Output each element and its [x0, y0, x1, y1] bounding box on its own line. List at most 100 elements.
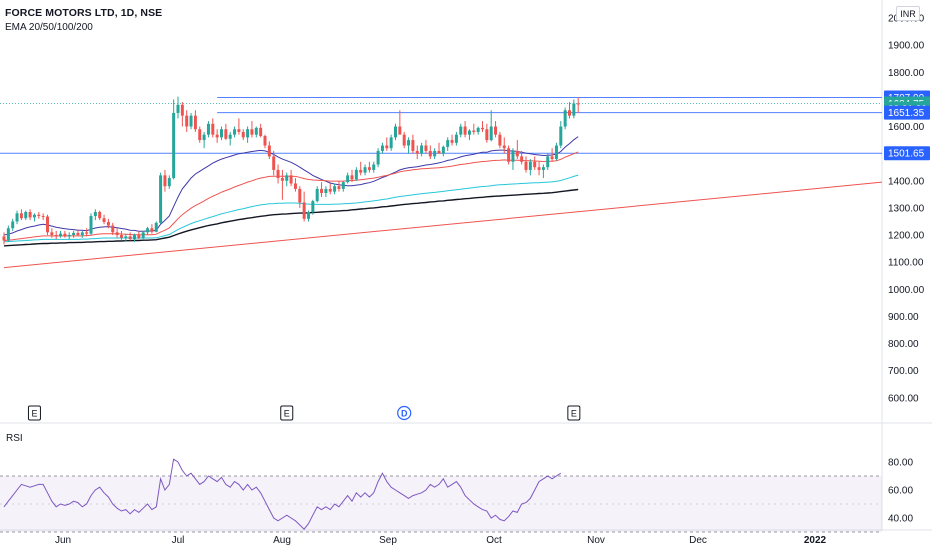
candle-body	[193, 115, 197, 130]
candle-body	[324, 188, 328, 193]
candle-body	[63, 233, 67, 237]
candle-body	[446, 140, 450, 147]
candle-body	[124, 236, 128, 238]
time-tick-label: Aug	[273, 535, 291, 546]
candle-body	[137, 235, 141, 238]
candle-body	[220, 129, 223, 138]
candle-body	[533, 161, 537, 168]
ema-line-ema200	[3, 188, 579, 247]
candle-body	[263, 136, 267, 146]
candle-body	[228, 134, 232, 139]
event-marker[interactable]: E	[27, 405, 41, 421]
dividend-marker-label: D	[401, 409, 408, 419]
price-tick-label: 1600.00	[888, 122, 925, 133]
candle-body	[54, 235, 58, 237]
dividend-marker-circle	[397, 405, 412, 421]
rsi-line	[3, 458, 562, 530]
candle-body	[524, 161, 528, 170]
candle-body	[267, 145, 271, 157]
candle-body	[211, 123, 215, 135]
candle-body	[76, 232, 80, 236]
candle-body	[72, 232, 76, 236]
candle-body	[98, 211, 102, 219]
candle-body	[80, 232, 84, 236]
candle-body	[367, 167, 371, 170]
candle-body	[320, 188, 324, 193]
candle-body	[24, 211, 28, 219]
rsi-label[interactable]: RSI	[6, 433, 23, 444]
price-axis: 2000.001900.001800.001700.001600.001500.…	[888, 14, 925, 405]
price-tick-label: 1400.00	[888, 176, 925, 187]
event-marker[interactable]: D	[397, 405, 412, 421]
candle-body	[224, 129, 228, 139]
candle-body	[502, 145, 506, 149]
price-tick-label: 1000.00	[888, 285, 925, 296]
candle-body	[293, 183, 297, 189]
candle-body	[394, 126, 397, 138]
candle-body	[546, 156, 550, 168]
candle-body	[428, 150, 432, 157]
candle-body	[441, 146, 445, 154]
candle-body	[350, 175, 354, 180]
candle-body	[15, 213, 19, 222]
event-marker[interactable]: E	[280, 405, 294, 421]
candle-body	[102, 218, 106, 223]
price-tick-label: 1300.00	[888, 203, 925, 214]
candle-body	[341, 182, 345, 189]
candle-body	[494, 126, 498, 135]
candle-body	[463, 126, 467, 135]
candle-body	[302, 202, 306, 219]
candle-body	[67, 235, 71, 237]
candle-body	[450, 140, 454, 143]
candle-body	[2, 236, 6, 241]
candle-body	[154, 222, 158, 232]
candle-body	[528, 161, 532, 170]
symbol-title[interactable]: FORCE MOTORS LTD, 1D, NSE	[5, 7, 163, 19]
ema-line-ema20	[3, 136, 579, 236]
candle-body	[420, 145, 424, 154]
candle-body	[407, 140, 411, 146]
candle-body	[89, 216, 93, 234]
candle-body	[233, 129, 237, 135]
price-tick-label: 1100.00	[888, 258, 924, 269]
candle-body	[563, 110, 567, 127]
candle-body	[41, 216, 45, 218]
earnings-marker-box	[567, 405, 581, 421]
candle-body	[246, 129, 250, 138]
price-tick-label: 800.00	[888, 339, 919, 350]
candle-body	[520, 156, 524, 162]
candle-body	[433, 150, 437, 157]
rsi-tick-label: 80.00	[888, 458, 913, 469]
candle-body	[311, 201, 315, 212]
candle-body	[568, 110, 571, 116]
time-tick-label: Oct	[486, 535, 502, 546]
candle-body	[189, 115, 193, 127]
indicator-legend[interactable]: EMA 20/50/100/200	[5, 22, 93, 33]
candle-body	[32, 214, 36, 218]
candle-body	[206, 123, 210, 135]
candle-body	[472, 130, 476, 132]
candle-body	[172, 112, 176, 179]
candle-body	[150, 228, 154, 232]
ema-line-ema100	[3, 174, 579, 243]
candle-body	[180, 104, 184, 116]
symbol-legend: FORCE MOTORS LTD, 1D, NSE EMA 20/50/100/…	[5, 7, 162, 34]
candle-body	[476, 127, 480, 132]
candle-body	[115, 232, 119, 236]
earnings-marker-label: E	[284, 409, 290, 419]
price-marker-box	[884, 105, 930, 120]
time-tick-label: Jun	[55, 535, 71, 546]
candle-body	[415, 150, 419, 154]
candle-body	[298, 188, 302, 203]
candle-body	[537, 167, 541, 170]
candle-body	[93, 211, 97, 217]
currency-badge[interactable]: INR	[896, 6, 920, 21]
candle-body	[280, 178, 284, 181]
time-tick-label: 2022	[804, 535, 827, 546]
candle-body	[46, 216, 49, 233]
event-marker[interactable]: E	[567, 405, 581, 421]
price-tick-label: 1800.00	[888, 68, 925, 79]
candle-body	[354, 169, 358, 180]
price-tick-label: 900.00	[888, 312, 919, 323]
